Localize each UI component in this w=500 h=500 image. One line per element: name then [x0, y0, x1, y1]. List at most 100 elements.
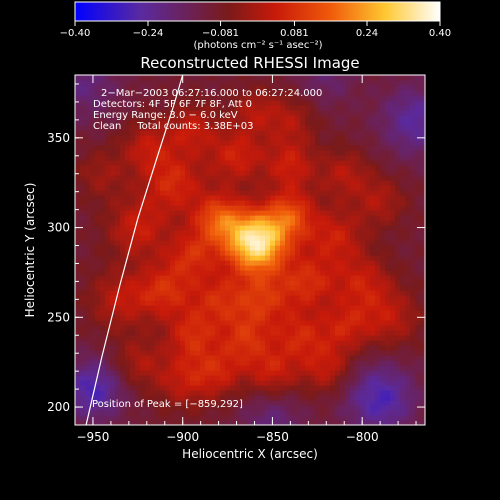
heatmap-cell — [305, 155, 311, 161]
heatmap-cell — [415, 360, 421, 366]
heatmap-cell — [320, 110, 326, 116]
heatmap-cell — [390, 255, 396, 261]
heatmap-cell — [155, 200, 161, 206]
heatmap-cell — [410, 285, 416, 291]
heatmap-cell — [210, 300, 216, 306]
heatmap-cell — [310, 90, 316, 96]
heatmap-cell — [275, 150, 281, 156]
heatmap-cell — [85, 140, 91, 146]
heatmap-cell — [390, 355, 396, 361]
heatmap-cell — [255, 385, 261, 391]
heatmap-cell — [110, 305, 116, 311]
heatmap-cell — [80, 130, 86, 136]
heatmap-cell — [280, 190, 286, 196]
heatmap-cell — [185, 170, 191, 176]
heatmap-cell — [100, 255, 106, 261]
heatmap-cell — [100, 125, 106, 131]
heatmap-cell — [355, 380, 361, 386]
heatmap-cell — [140, 80, 146, 86]
heatmap-cell — [380, 370, 386, 376]
heatmap-cell — [225, 350, 231, 356]
heatmap-cell — [315, 275, 321, 281]
heatmap-cell — [115, 325, 121, 331]
heatmap-cell — [255, 230, 261, 236]
heatmap-cell — [265, 100, 271, 106]
heatmap-cell — [165, 360, 171, 366]
heatmap-cell — [385, 330, 391, 336]
heatmap-cell — [135, 150, 141, 156]
heatmap-cell — [405, 180, 411, 186]
heatmap-cell — [350, 95, 356, 101]
heatmap-cell — [190, 270, 196, 276]
heatmap-cell — [390, 310, 396, 316]
heatmap-cell — [375, 370, 381, 376]
heatmap-cell — [175, 270, 181, 276]
heatmap-cell — [180, 270, 186, 276]
heatmap-cell — [250, 340, 256, 346]
heatmap-cell — [305, 340, 311, 346]
heatmap-cell — [410, 395, 416, 401]
heatmap-cell — [335, 405, 341, 411]
heatmap-cell — [375, 400, 381, 406]
heatmap-cell — [160, 415, 166, 421]
heatmap-cell — [290, 125, 296, 131]
heatmap-cell — [105, 230, 111, 236]
heatmap-cell — [340, 260, 346, 266]
heatmap-cell — [180, 140, 186, 146]
heatmap-cell — [300, 415, 306, 421]
heatmap-cell — [245, 95, 251, 101]
heatmap-cell — [230, 210, 236, 216]
heatmap-cell — [120, 90, 126, 96]
heatmap-cell — [345, 215, 351, 221]
heatmap-cell — [370, 185, 376, 191]
heatmap-cell — [235, 325, 241, 331]
heatmap-cell — [285, 270, 291, 276]
heatmap-cell — [180, 290, 186, 296]
heatmap-cell — [330, 240, 336, 246]
heatmap-cell — [240, 340, 246, 346]
heatmap-cell — [370, 360, 376, 366]
heatmap-cell — [245, 80, 251, 86]
heatmap-cell — [370, 245, 376, 251]
heatmap-cell — [370, 75, 376, 81]
heatmap-cell — [335, 340, 341, 346]
heatmap-cell — [375, 320, 381, 326]
heatmap-cell — [380, 295, 386, 301]
heatmap-cell — [350, 200, 356, 206]
heatmap-cell — [335, 240, 341, 246]
heatmap-cell — [250, 375, 256, 381]
heatmap-cell — [265, 300, 271, 306]
heatmap-cell — [295, 195, 301, 201]
heatmap-cell — [370, 130, 376, 136]
heatmap-cell — [155, 330, 161, 336]
heatmap-cell — [130, 100, 136, 106]
heatmap-cell — [175, 325, 181, 331]
heatmap-cell — [340, 330, 346, 336]
heatmap-cell — [275, 275, 281, 281]
heatmap-cell — [90, 135, 96, 141]
heatmap-cell — [85, 290, 91, 296]
heatmap-cell — [290, 115, 296, 121]
heatmap-cell — [405, 165, 411, 171]
heatmap-cell — [125, 215, 131, 221]
heatmap-cell — [385, 105, 391, 111]
heatmap-cell — [285, 400, 291, 406]
heatmap-cell — [195, 410, 201, 416]
heatmap-cell — [80, 335, 86, 341]
heatmap-cell — [105, 380, 111, 386]
heatmap-cell — [195, 260, 201, 266]
heatmap-cell — [150, 335, 156, 341]
heatmap-cell — [340, 220, 346, 226]
heatmap-cell — [395, 170, 401, 176]
heatmap-cell — [200, 165, 206, 171]
heatmap-cell — [105, 250, 111, 256]
heatmap-cell — [140, 215, 146, 221]
heatmap-cell — [170, 115, 176, 121]
heatmap-cell — [205, 220, 211, 226]
heatmap-cell — [310, 290, 316, 296]
heatmap-cell — [340, 85, 346, 91]
heatmap-cell — [315, 230, 321, 236]
heatmap-cell — [235, 310, 241, 316]
heatmap-cell — [215, 305, 221, 311]
